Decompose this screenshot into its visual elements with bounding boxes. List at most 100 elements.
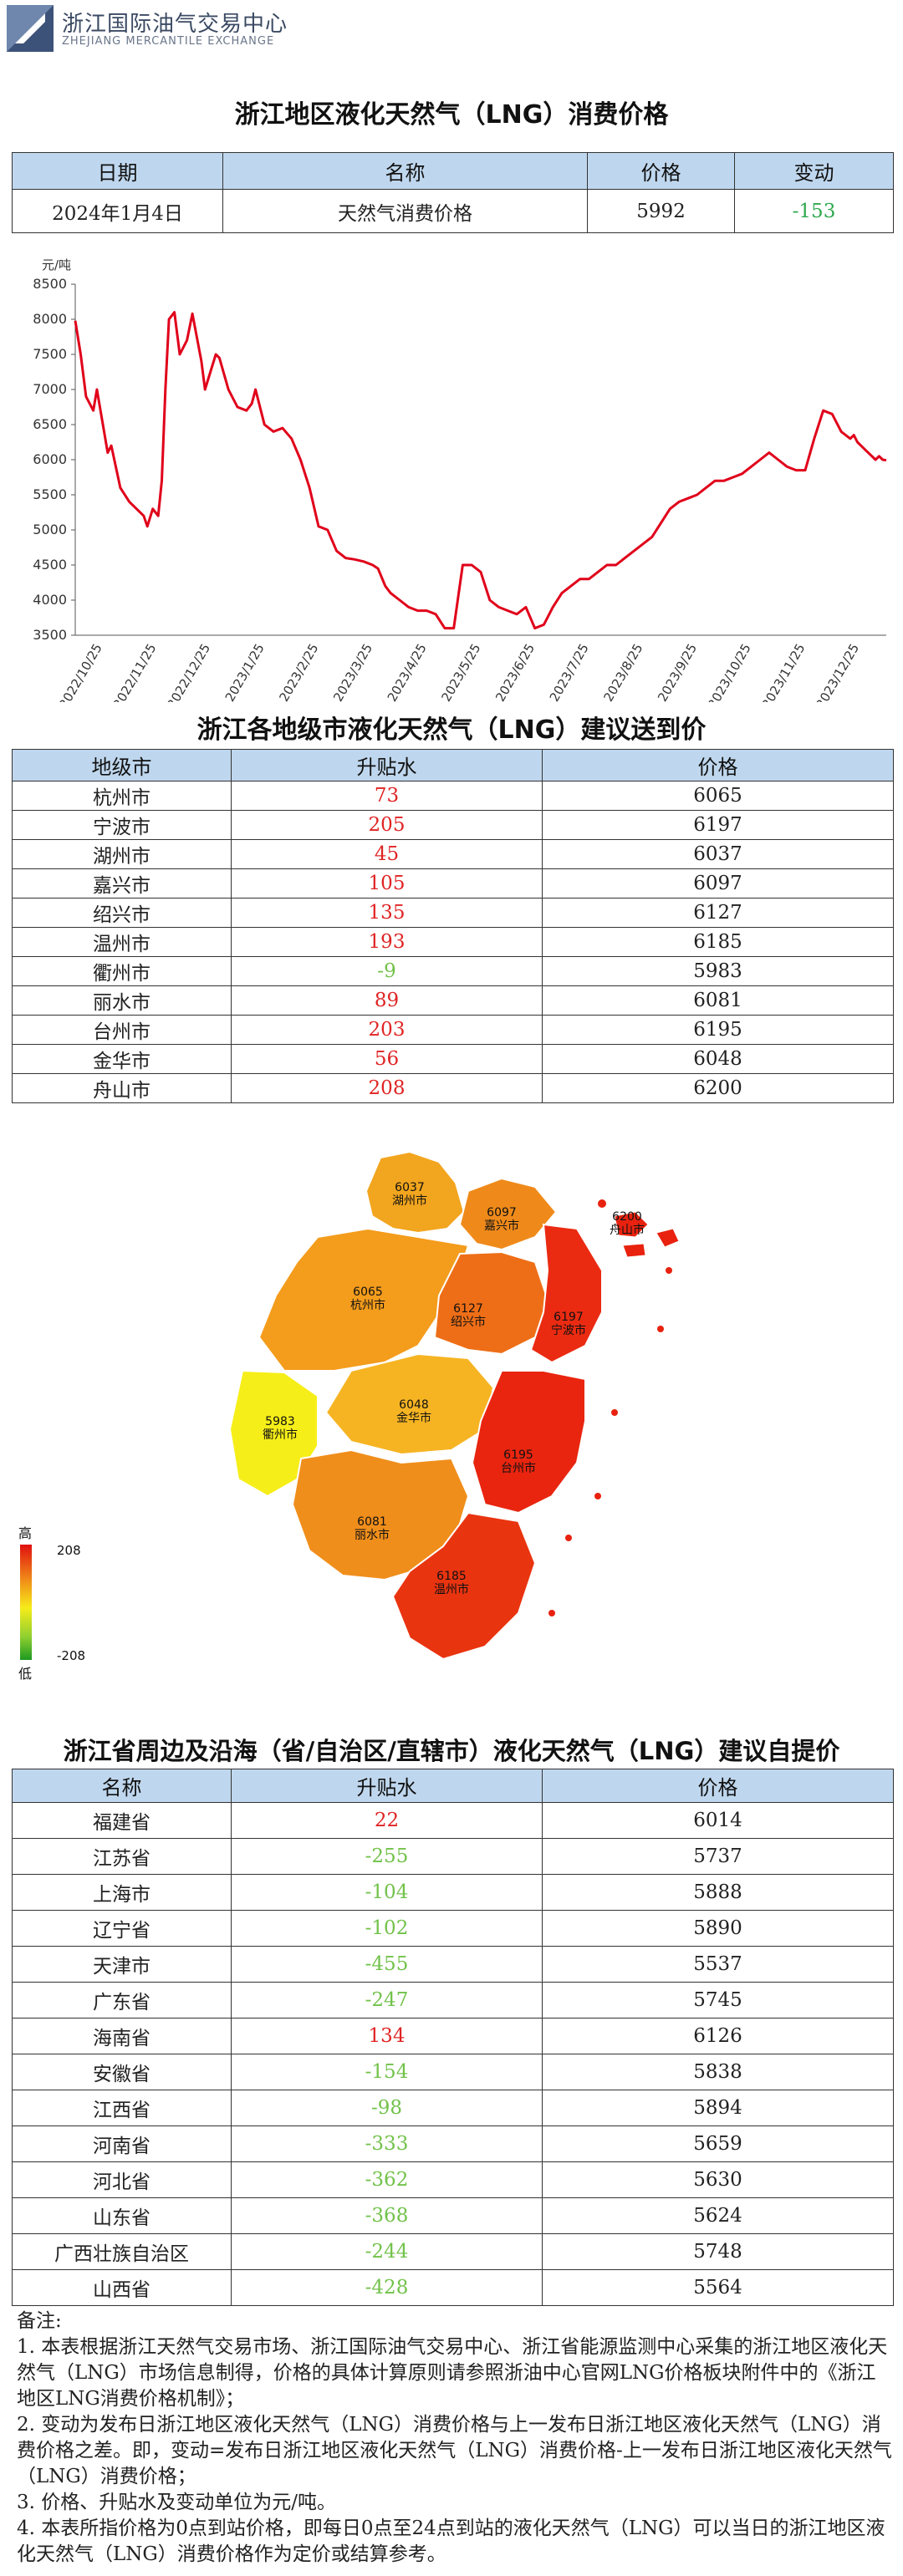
row-price: 5745 [542,1982,894,2019]
row-price: 5748 [542,2233,894,2270]
row-premium: -102 [231,1910,543,1947]
row-label: 江西省 [12,2090,232,2126]
table-row: 河南省 -333 5659 [12,2125,894,2162]
row-label: 丽水市 [12,985,232,1016]
row-premium: -98 [231,2090,543,2126]
row-label: 杭州市 [12,781,232,811]
row-premium: 89 [231,985,543,1016]
x-tick-label: 2023/6/25 [492,641,538,702]
row-label: 河北省 [12,2161,232,2198]
row-label: 绍兴市 [12,898,232,928]
row-premium: 135 [231,898,543,928]
row-premium: 45 [231,839,543,869]
col-price-header: 价格 [587,152,735,190]
table-row: 天津市 -455 5537 [12,1946,894,1983]
region-zhoushan [614,1211,680,1258]
row-price: 6097 [542,868,894,899]
exchange-logo [7,5,54,52]
table-row: 山东省 -368 5624 [12,2197,894,2234]
zhejiang-price-map: 6037 湖州市 6097 嘉兴市 6065 杭州市 6127 绍兴市 6197… [18,1150,680,1682]
map-price-lishui: 6081 [357,1515,387,1529]
y-tick-label: 6000 [33,451,67,467]
y-tick-label: 7500 [33,346,67,362]
map-name-ningbo: 宁波市 [551,1323,586,1337]
row-price: 6200 [542,1073,894,1103]
row-price: 5537 [542,1946,894,1983]
x-tick-label: 2023/8/25 [600,641,645,702]
row-price: 6014 [542,1802,894,1839]
col-name-header: 名称 [222,152,588,190]
row-price: 6185 [542,927,894,957]
consumption-price-table: 日期 名称 价格 变动 2024年1月4日 天然气消费价格 5992 -153 [12,152,894,233]
row-price: 5983 [542,956,894,986]
table-row: 金华市 56 6048 [12,1044,894,1074]
row-price: 5737 [542,1838,894,1875]
chart-axes [74,284,886,636]
table-row: 福建省 22 6014 [12,1802,894,1839]
row-label: 台州市 [12,1015,232,1045]
legend-color-bar [20,1545,32,1660]
row-premium: 22 [231,1802,543,1839]
row-premium: -455 [231,1946,543,1983]
row-premium: -104 [231,1874,543,1911]
row-price: 5888 [542,1874,894,1911]
section1-title: 浙江地区液化天然气（LNG）消费价格 [234,100,669,130]
table-row: 嘉兴市 105 6097 [12,868,894,899]
region-huzhou [365,1150,466,1235]
row-label: 辽宁省 [12,1910,232,1947]
table-row: 宁波市 205 6197 [12,810,894,840]
map-price-hangzhou: 6065 [353,1285,383,1299]
row-premium: 203 [231,1015,543,1045]
notes-heading: 备注: [17,2310,62,2332]
row-change: -153 [734,189,894,233]
notes-block: 备注: 1. 本表根据浙江天然气交易市场、浙江国际油气交易中心、浙江省能源监测中… [17,2309,895,2568]
x-tick-label: 2023/9/25 [655,641,700,702]
row-label: 山西省 [12,2269,232,2306]
price-trend-chart: 元/吨 3500 4000 4500 5000 5500 6000 6500 7000 7500… [33,257,887,702]
map-price-zhoushan: 6200 [612,1210,642,1224]
row-premium: 193 [231,927,543,957]
table-row: 广东省 -247 5745 [12,1982,894,2019]
row-premium: -428 [231,2269,543,2306]
region-ningbo [529,1223,603,1364]
org-name-cn: 浙江国际油气交易中心 [62,12,288,37]
table-row: 杭州市 73 6065 [12,781,894,811]
col-province-header: 名称 [12,1769,232,1803]
map-price-ningbo: 6197 [554,1311,584,1324]
row-price: 6126 [542,2018,894,2054]
row-label: 福建省 [12,1802,232,1839]
table-row: 湖州市 45 6037 [12,839,894,869]
map-name-huzhou: 湖州市 [392,1194,427,1208]
row-label: 广东省 [12,1982,232,2019]
row-price: 6065 [542,781,894,811]
y-tick-label: 4500 [33,557,67,573]
row-price: 6037 [542,839,894,869]
x-tick-label: 2023/10/25 [705,641,754,702]
row-label: 舟山市 [12,1073,232,1103]
y-tick-label: 5500 [33,486,67,502]
x-tick-label: 2023/4/25 [385,641,430,702]
map-price-taizhou: 6195 [503,1448,533,1462]
row-price: 5992 [587,189,735,233]
table-row: 山西省 -428 5564 [12,2269,894,2306]
region-wenzhou [391,1511,537,1661]
row-premium: 56 [231,1044,543,1074]
y-tick-label: 4000 [33,592,67,608]
row-premium: -255 [231,1838,543,1875]
row-price: 6127 [542,898,894,928]
x-tick-label: 2022/10/25 [56,641,105,702]
map-price-jiaxing: 6097 [487,1206,517,1219]
chart-y-unit: 元/吨 [42,257,71,272]
row-label: 衢州市 [12,956,232,986]
table-row: 河北省 -362 5630 [12,2161,894,2198]
x-tick-label: 2023/12/25 [813,641,862,702]
row-premium: 73 [231,781,543,811]
table-row: 江西省 -98 5894 [12,2090,894,2126]
y-tick-label: 5000 [33,522,67,537]
table-row: 安徽省 -154 5838 [12,2054,894,2090]
row-label: 河南省 [12,2125,232,2162]
table-row: 绍兴市 135 6127 [12,898,894,928]
row-premium: -9 [231,956,543,986]
row-premium: 105 [231,868,543,899]
col-premium-header: 升贴水 [231,749,543,781]
